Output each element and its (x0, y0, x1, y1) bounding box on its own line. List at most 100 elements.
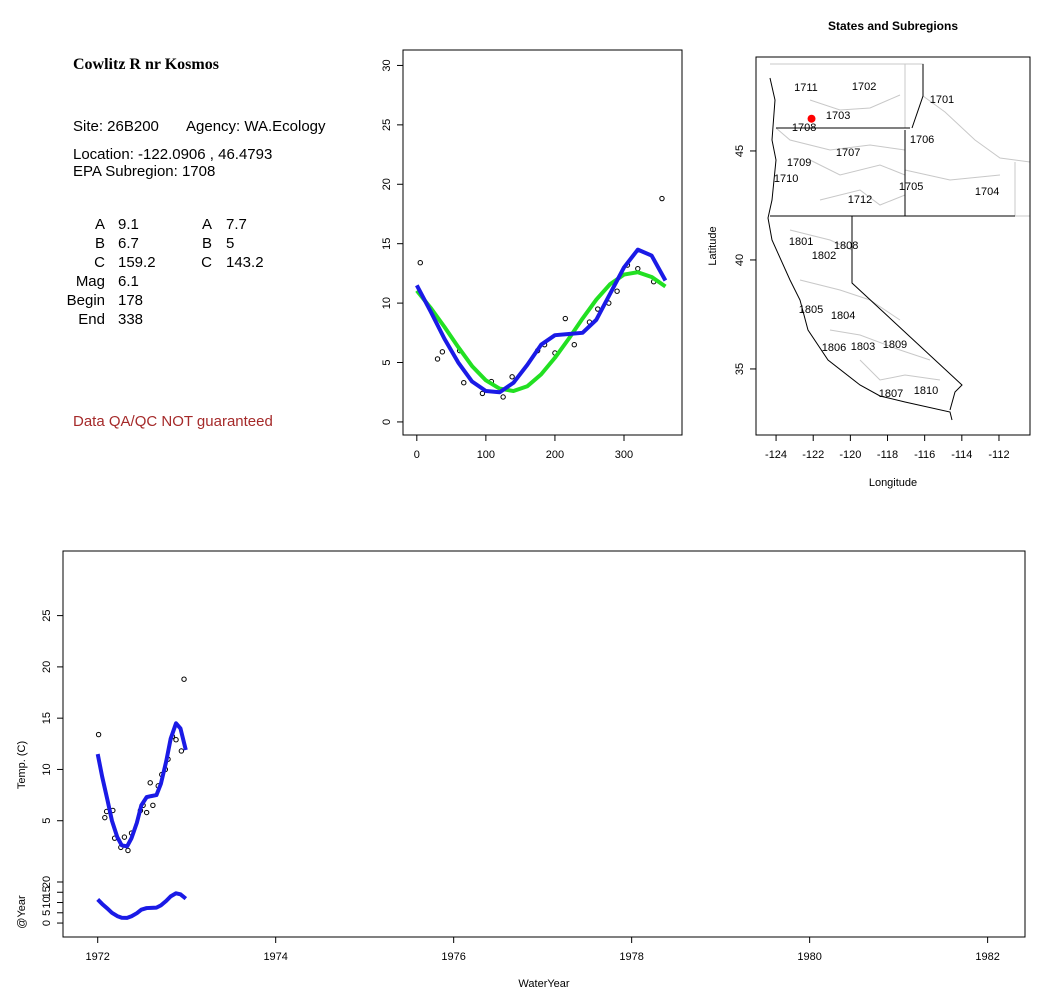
region-borders (770, 63, 1031, 381)
y-tick-label: 45 (734, 145, 746, 157)
subregion: EPA Subregion: 1708 (73, 163, 216, 180)
data-point (439, 349, 446, 355)
region-label: 1806 (822, 342, 846, 354)
data-point (659, 195, 665, 202)
y-tick-label: 25 (381, 119, 393, 131)
data-point (417, 260, 423, 266)
x-tick-label: -120 (839, 449, 861, 461)
region-label: 1702 (852, 81, 876, 93)
param-label: Begin (66, 292, 105, 309)
region-label: 1703 (826, 110, 850, 122)
x-tick-label: 1972 (85, 951, 109, 963)
y-tick-label: 0 (41, 920, 53, 926)
x-axis-label: Longitude (869, 477, 917, 489)
state-lines (770, 64, 1015, 411)
param-value: 7.7 (226, 216, 247, 233)
data-point (181, 676, 187, 682)
data-point (102, 814, 108, 821)
data-point (434, 356, 441, 362)
data-point (95, 731, 102, 738)
y-tick-label: 5 (381, 359, 393, 365)
region-label: 1704 (975, 186, 999, 198)
fit-line (415, 247, 668, 395)
param-label: End (78, 311, 105, 328)
param-label: B (201, 235, 212, 252)
y-tick-label: 5 (41, 818, 53, 824)
x-tick-label: 100 (477, 449, 495, 461)
coastline (767, 77, 953, 421)
param-value: 6.7 (118, 235, 139, 252)
param-value: 143.2 (226, 254, 264, 271)
param-value: 6.1 (118, 273, 139, 290)
region-label: 1805 (799, 304, 823, 316)
param-label: C (201, 254, 212, 271)
data-point (150, 802, 156, 809)
y-tick-label: 15 (381, 238, 393, 250)
qa-note: Data QA/QC NOT guaranteed (73, 413, 273, 430)
param-label: A (94, 216, 105, 233)
param-value: 5 (226, 235, 235, 252)
region-label: 1807 (879, 388, 903, 400)
plot-frame (755, 56, 1031, 436)
param-label: C (94, 254, 105, 271)
data-point (173, 737, 179, 743)
state-borders (767, 64, 1015, 421)
region-label: 1808 (834, 240, 858, 252)
x-tick-label: 1974 (263, 951, 287, 963)
data-point (614, 288, 620, 294)
x-tick-label: -112 (988, 449, 1009, 461)
region-label: 1710 (774, 173, 798, 185)
x-tick-label: 1980 (797, 951, 821, 963)
y-tick-label: 20 (381, 178, 393, 190)
region-label: 1709 (787, 157, 811, 169)
data-point (635, 265, 641, 272)
y-tick-label: 15 (41, 712, 53, 724)
data-point (509, 374, 515, 380)
region-label: 1706 (910, 134, 934, 146)
y-tick-label: 15 (41, 886, 53, 898)
region-label: 1803 (851, 341, 875, 353)
data-point (571, 341, 577, 348)
x-tick-label: -118 (877, 449, 898, 461)
y-tick-label: 35 (734, 363, 746, 375)
fit-line (415, 270, 667, 394)
x-tick-label: -114 (951, 449, 972, 461)
fit-line (96, 891, 188, 920)
data-point (562, 315, 568, 322)
x-tick-label: 200 (546, 449, 564, 461)
y-tick-label: 10 (41, 896, 53, 908)
x-axis-label: WaterYear (518, 978, 569, 990)
data-point (461, 380, 467, 386)
y-axis-label: Latitude (707, 226, 719, 265)
data-point (143, 809, 150, 816)
y2-axis-label: @Year (16, 895, 28, 929)
subregion-lines (770, 63, 1031, 381)
plot-frame (62, 550, 1026, 938)
param-label: B (94, 235, 105, 252)
x-tick-label: 300 (615, 449, 633, 461)
region-label: 1705 (899, 181, 923, 193)
y-axis-label: Temp. (C) (16, 741, 28, 789)
y-tick-label: 0 (381, 419, 393, 425)
param-label: A (201, 216, 212, 233)
map-title: States and Subregions (828, 19, 958, 33)
region-label: 1801 (789, 236, 813, 248)
y-tick-label: 5 (41, 910, 53, 916)
x-tick-label: -122 (802, 449, 824, 461)
y-tick-label: 20 (41, 661, 53, 673)
region-label: 1701 (930, 94, 954, 106)
fit-line (95, 721, 188, 849)
x-tick-label: 1978 (619, 951, 643, 963)
site-title: Cowlitz R nr Kosmos (73, 56, 219, 73)
data-point (178, 748, 185, 754)
param-label: Mag (75, 273, 105, 290)
y-tick-label: 40 (734, 254, 746, 266)
y-tick-label: 10 (381, 297, 393, 309)
x-tick-label: 1982 (975, 951, 999, 963)
location: Location: -122.0906 , 46.4793 (73, 146, 273, 163)
y-tick-label: 25 (41, 609, 53, 621)
param-value: 159.2 (118, 254, 156, 271)
x-tick-label: -124 (765, 449, 787, 461)
param-value: 9.1 (118, 216, 139, 233)
